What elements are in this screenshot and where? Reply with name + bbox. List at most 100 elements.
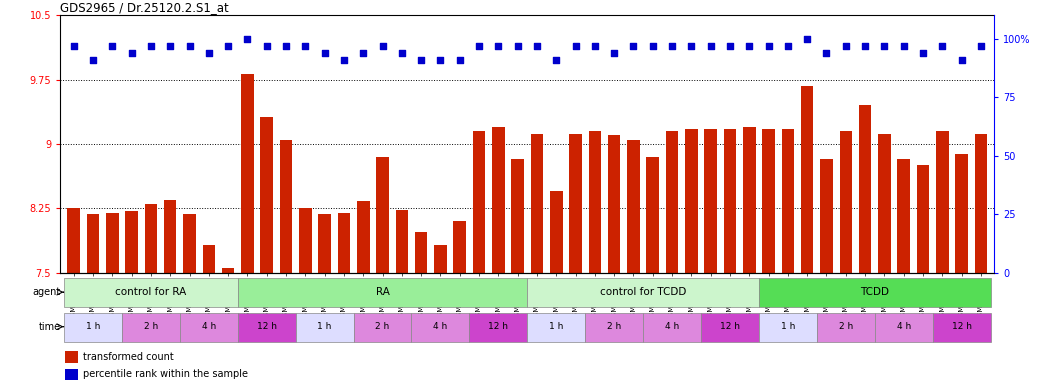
Bar [64, 278, 238, 308]
Bar [357, 202, 370, 273]
Bar [238, 278, 527, 308]
Point [393, 50, 410, 56]
Bar [126, 211, 138, 273]
Bar [434, 245, 446, 273]
Bar [917, 166, 929, 273]
Bar [469, 313, 527, 342]
Bar [878, 134, 891, 273]
Text: 12 h: 12 h [952, 322, 972, 331]
Point [452, 57, 468, 63]
Bar [550, 191, 563, 273]
Point [973, 43, 989, 49]
Bar [840, 131, 852, 273]
Point [278, 43, 295, 49]
Point [162, 43, 179, 49]
Point [567, 43, 583, 49]
Bar [759, 313, 817, 342]
Text: 4 h: 4 h [433, 322, 447, 331]
Bar [975, 134, 987, 273]
Text: 1 h: 1 h [86, 322, 101, 331]
Bar [665, 131, 679, 273]
Point [914, 50, 931, 56]
Point [85, 57, 102, 63]
Bar [762, 129, 774, 273]
Bar [858, 106, 871, 273]
Point [297, 43, 313, 49]
Point [355, 50, 372, 56]
Text: 12 h: 12 h [488, 322, 509, 331]
Bar [685, 129, 698, 273]
Bar [415, 232, 428, 273]
Bar [238, 313, 296, 342]
Bar [472, 131, 486, 273]
Bar [299, 208, 311, 273]
Bar [376, 157, 389, 273]
Text: 1 h: 1 h [318, 322, 332, 331]
Point [856, 43, 873, 49]
Bar [164, 200, 176, 273]
Point [200, 50, 217, 56]
Bar [261, 117, 273, 273]
Text: 12 h: 12 h [256, 322, 277, 331]
Bar [955, 154, 967, 273]
Bar [701, 313, 759, 342]
Point [220, 43, 237, 49]
Point [375, 43, 391, 49]
Bar [337, 213, 350, 273]
Point [838, 43, 854, 49]
Point [818, 50, 835, 56]
Point [142, 43, 159, 49]
Point [258, 43, 275, 49]
Text: 2 h: 2 h [607, 322, 622, 331]
Point [490, 43, 507, 49]
Bar [65, 369, 78, 380]
Bar [106, 213, 118, 273]
Bar [875, 313, 932, 342]
Bar [647, 157, 659, 273]
Text: percentile rank within the sample: percentile rank within the sample [83, 369, 248, 379]
Point [528, 43, 545, 49]
Text: 4 h: 4 h [201, 322, 216, 331]
Bar [222, 268, 235, 273]
Point [799, 36, 816, 42]
Bar [454, 221, 466, 273]
Point [780, 43, 796, 49]
Bar [932, 313, 990, 342]
Point [65, 43, 82, 49]
Bar [801, 86, 814, 273]
Point [721, 43, 738, 49]
Point [335, 57, 352, 63]
Point [548, 57, 565, 63]
Bar [527, 313, 585, 342]
Bar [184, 214, 196, 273]
Bar [512, 159, 524, 273]
Bar [67, 208, 80, 273]
Text: RA: RA [376, 287, 389, 297]
Text: agent: agent [32, 287, 60, 297]
Point [934, 43, 951, 49]
Bar [354, 313, 411, 342]
Bar [782, 129, 794, 273]
Text: transformed count: transformed count [83, 352, 173, 362]
Point [413, 57, 430, 63]
Point [471, 43, 488, 49]
Point [586, 43, 603, 49]
Bar [144, 204, 157, 273]
Bar [608, 136, 621, 273]
Text: 1 h: 1 h [781, 322, 795, 331]
Point [182, 43, 198, 49]
Bar [395, 210, 408, 273]
Point [625, 43, 641, 49]
Point [239, 36, 255, 42]
Bar [64, 313, 122, 342]
Bar [492, 127, 504, 273]
Point [896, 43, 912, 49]
Bar [241, 74, 253, 273]
Bar [65, 351, 78, 363]
Bar [759, 278, 990, 308]
Text: time: time [38, 322, 60, 332]
Bar [87, 214, 100, 273]
Text: 1 h: 1 h [549, 322, 564, 331]
Text: 2 h: 2 h [144, 322, 158, 331]
Text: 4 h: 4 h [897, 322, 910, 331]
